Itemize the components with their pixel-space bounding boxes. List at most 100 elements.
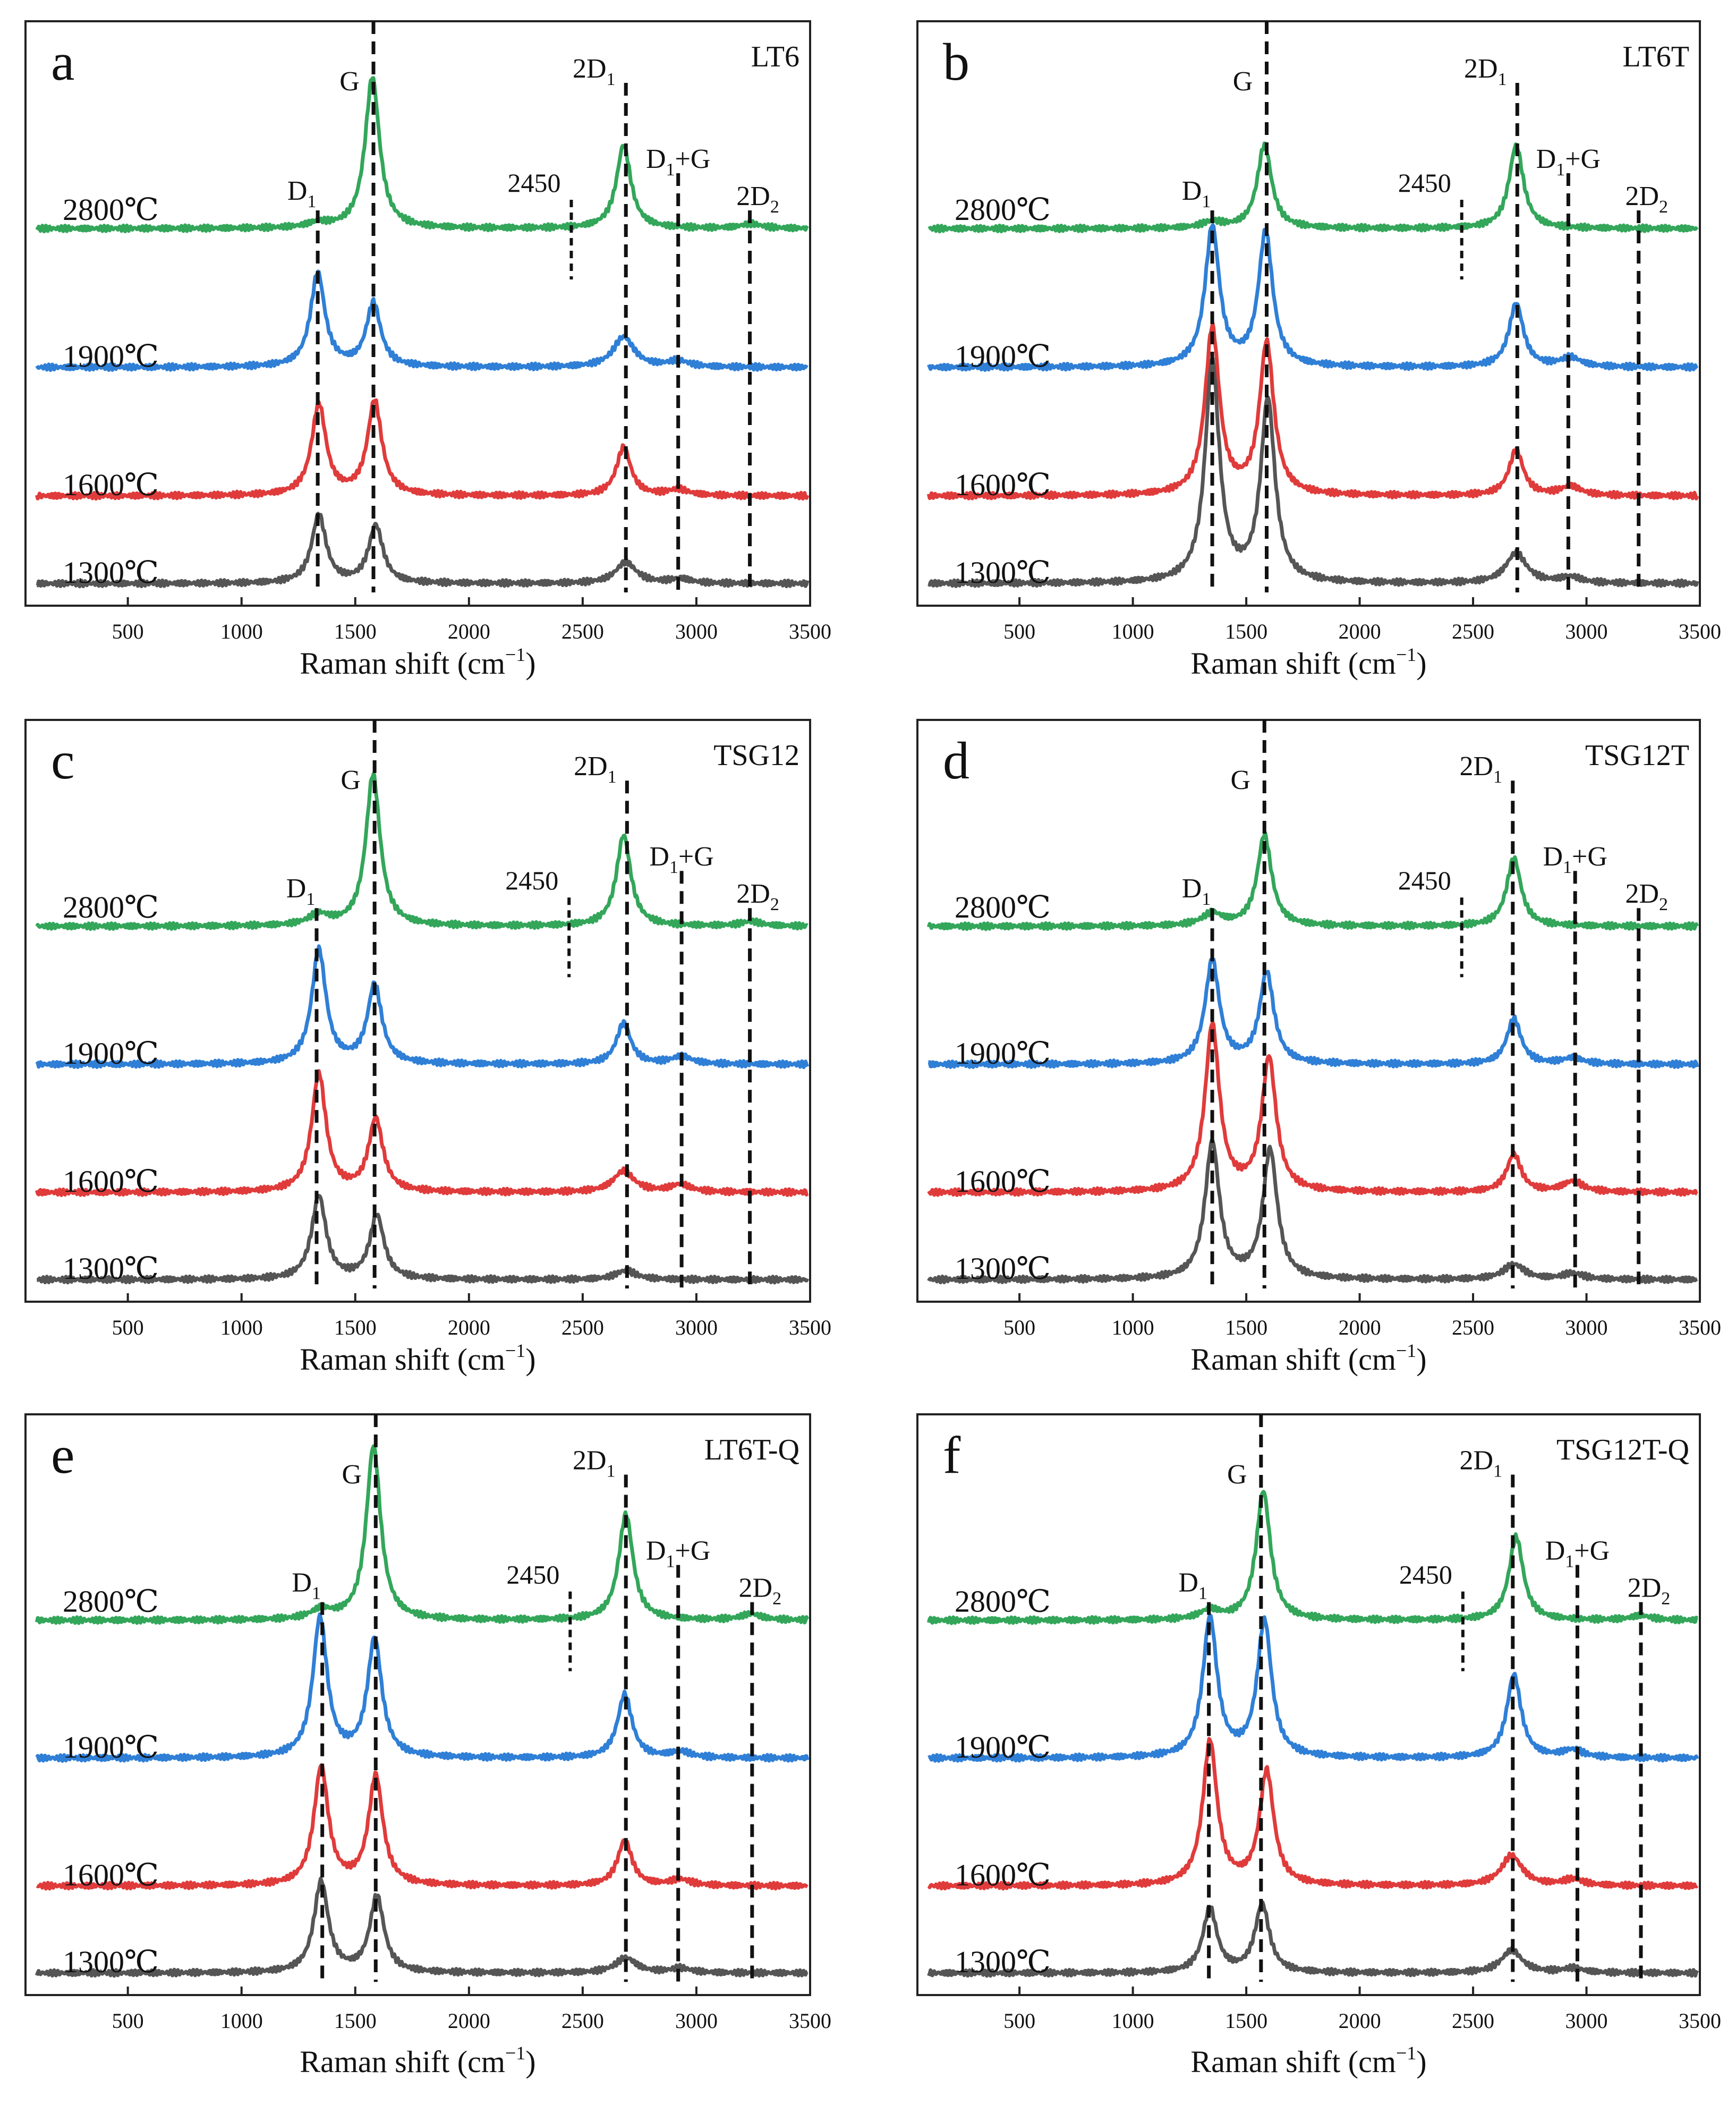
spectrum-1600 <box>35 1069 809 1197</box>
temperature-label: 1300℃ <box>955 555 1051 590</box>
x-axis-label-close: ) <box>1416 1342 1426 1377</box>
marker-label-2D2-sub: 2 <box>1659 197 1668 217</box>
marker-label-G: G <box>1233 66 1253 97</box>
temperature-label: 1900℃ <box>955 339 1051 374</box>
marker-label-2D1-main: 2D <box>573 1445 607 1475</box>
x-tick-label: 2500 <box>1452 2009 1494 2033</box>
panel-letter: c <box>51 731 74 790</box>
marker-label-D1: D1 <box>287 176 317 211</box>
temperature-label: 1600℃ <box>955 1857 1051 1892</box>
marker-label-2D2-sub: 2 <box>1659 895 1668 914</box>
marker-label-2D1-sub: 1 <box>607 1461 616 1481</box>
marker-label-2D1-main: 2D <box>573 54 607 84</box>
marker-label-D1: D1 <box>1182 176 1211 211</box>
marker-label-2450: 2450 <box>1398 168 1451 198</box>
plot-frame <box>916 1413 1701 1996</box>
marker-label-G: G <box>1227 1459 1247 1490</box>
x-axis-label: Raman shift (cm−1) <box>1190 2042 1426 2079</box>
x-tick-label: 3000 <box>675 620 718 643</box>
marker-label-D1-sub: 1 <box>307 192 316 211</box>
marker-label-G: G <box>342 1459 362 1490</box>
panel-a: 500 1000 1500 2000 2500 3000 3500 Raman shift (… <box>24 20 831 681</box>
x-tick-label: 1000 <box>1112 1316 1154 1339</box>
marker-label-D1G-main: D <box>646 144 666 174</box>
marker-label-D1G-tail: +G <box>1565 144 1601 174</box>
spectrum-2800 <box>35 772 809 931</box>
spectrum-1900 <box>927 957 1699 1069</box>
marker-label-2D1-main: 2D <box>1464 54 1498 84</box>
plot-frame <box>24 20 811 607</box>
x-axis-label-close: ) <box>525 2044 535 2079</box>
x-tick-label: 2000 <box>448 620 490 643</box>
spectrum-1900 <box>35 944 810 1070</box>
temperature-label: 2800℃ <box>955 890 1051 924</box>
marker-label-2D2-main: 2D <box>736 879 770 909</box>
marker-label-D1G-main: D <box>1545 1535 1565 1566</box>
temperature-label: 1600℃ <box>63 1857 159 1892</box>
x-tick-label: 2500 <box>561 2009 604 2033</box>
marker-label-G: G <box>1230 765 1250 795</box>
marker-label-D1G: D1+G <box>646 1535 710 1571</box>
panel-letter: d <box>943 731 969 790</box>
sample-name: TSG12T-Q <box>1556 1433 1689 1466</box>
x-tick-label: 2000 <box>448 2009 490 2033</box>
plot-frame <box>916 719 1701 1303</box>
marker-label-D1G-main: D <box>649 842 669 872</box>
x-axis-label-text: Raman shift (cm <box>1190 2044 1396 2079</box>
marker-label-2D2-main: 2D <box>736 181 770 211</box>
marker-label-2450: 2450 <box>1399 1559 1452 1589</box>
marker-label-2D2-sub: 2 <box>770 197 779 217</box>
spectrum-1900 <box>927 1613 1699 1763</box>
panel-letter: a <box>51 32 74 91</box>
marker-label-D1G-sub: 1 <box>666 1551 675 1571</box>
plot-frame <box>916 20 1701 607</box>
marker-label-2D2: 2D2 <box>739 1573 782 1608</box>
x-tick-label: 500 <box>112 2009 144 2033</box>
temperature-label: 2800℃ <box>63 1584 159 1618</box>
marker-label-2D1: 2D1 <box>573 54 616 89</box>
marker-label-2D2-main: 2D <box>1625 181 1659 211</box>
temperature-label: 1300℃ <box>63 1945 159 1979</box>
marker-label-D1G-main: D <box>1543 842 1563 872</box>
marker-label-2450: 2450 <box>506 1559 559 1589</box>
marker-label-2D1-main: 2D <box>1459 1445 1493 1475</box>
marker-label-D1G-sub: 1 <box>669 858 678 877</box>
marker-label-2450: 2450 <box>507 168 560 198</box>
marker-label-D1G-sub: 1 <box>666 160 675 180</box>
marker-label-2D2: 2D2 <box>736 879 779 914</box>
temperature-label: 2800℃ <box>63 192 159 227</box>
x-axis-label-sup: −1 <box>505 1340 525 1361</box>
spectrum-1600 <box>35 398 810 501</box>
temperature-label: 2800℃ <box>63 890 159 924</box>
marker-label-D1G-sub: 1 <box>1556 160 1565 180</box>
panel-e: 500 1000 1500 2000 2500 3000 3500 Raman shift (… <box>24 1413 831 2079</box>
spectrum-2800 <box>926 1490 1698 1625</box>
x-axis-label-close: ) <box>1416 646 1426 681</box>
temperature-label: 1900℃ <box>63 339 159 374</box>
spectrum-2800 <box>926 831 1699 931</box>
x-axis-label-text: Raman shift (cm <box>1190 1342 1396 1377</box>
x-tick-label: 2500 <box>1452 1316 1494 1339</box>
temperature-label: 1300℃ <box>955 1251 1051 1286</box>
marker-label-D1-main: D <box>292 1567 312 1598</box>
x-tick-label: 1500 <box>1225 2009 1267 2033</box>
spectrum-1600 <box>927 1021 1698 1197</box>
x-tick-label: 2500 <box>1452 620 1494 643</box>
x-axis-label-sup: −1 <box>505 644 525 665</box>
x-tick-label: 1500 <box>1225 1316 1267 1339</box>
marker-label-D1G-tail: +G <box>1572 842 1607 872</box>
marker-label-2D1-sub: 1 <box>1493 767 1502 787</box>
marker-label-D1-sub: 1 <box>1202 889 1211 909</box>
x-axis-label-sup: −1 <box>1396 2042 1416 2064</box>
x-tick-label: 1000 <box>220 1316 263 1339</box>
x-axis-label-close: ) <box>525 646 535 681</box>
x-tick-label: 1000 <box>220 2009 263 2033</box>
x-tick-label: 500 <box>1003 620 1035 643</box>
plot-frame <box>24 1413 811 1996</box>
marker-label-2D1: 2D1 <box>1464 54 1507 89</box>
marker-label-D1-sub: 1 <box>312 1583 321 1603</box>
x-tick-label: 2000 <box>448 1316 490 1339</box>
temperature-label: 1900℃ <box>955 1730 1051 1764</box>
marker-label-D1: D1 <box>286 873 316 909</box>
marker-label-2D2-sub: 2 <box>772 1589 781 1608</box>
